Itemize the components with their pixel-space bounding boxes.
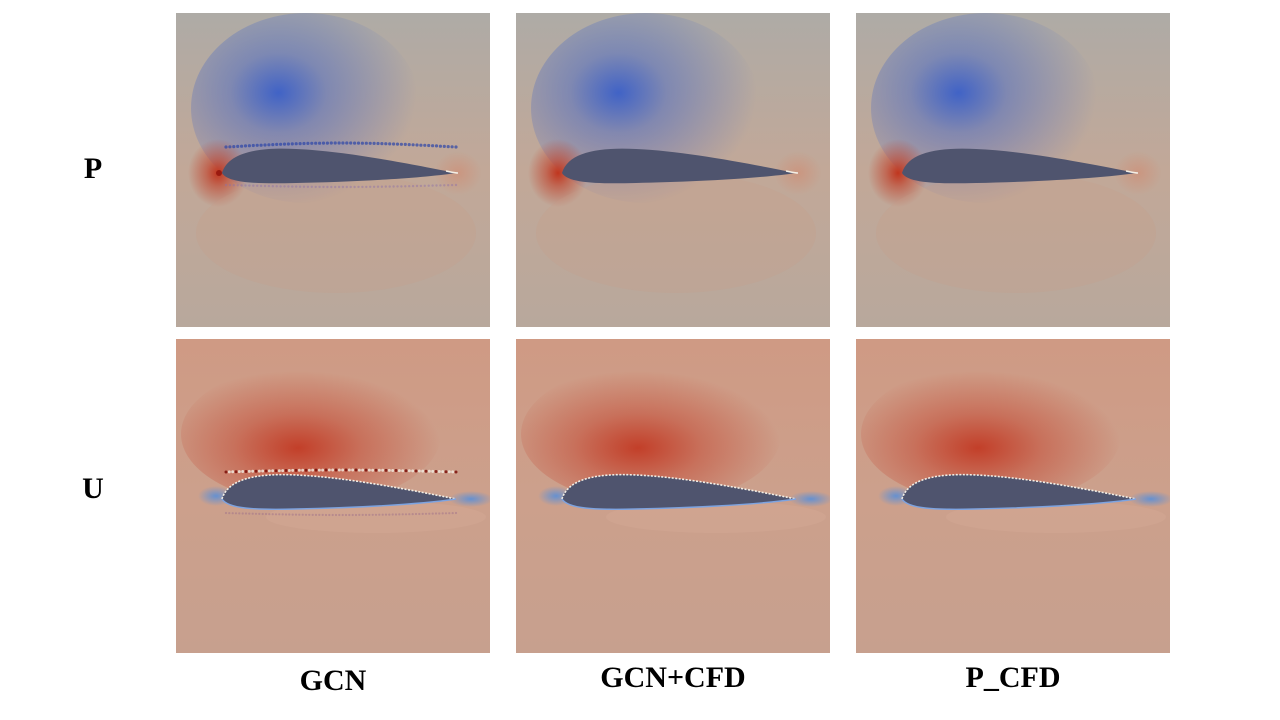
col-label-p-cfd: P_CFD bbox=[965, 661, 1061, 694]
pressure-field-plot bbox=[176, 13, 490, 327]
panel-pressure-p-cfd bbox=[856, 13, 1170, 327]
panel-velocity-gcn-cfd bbox=[516, 339, 830, 653]
panel-pressure-gcn-cfd bbox=[516, 13, 830, 327]
col-label-gcn-cfd: GCN+CFD bbox=[600, 661, 746, 694]
velocity-field-plot bbox=[176, 339, 490, 653]
panel-velocity-gcn bbox=[176, 339, 490, 653]
pressure-field-plot bbox=[516, 13, 830, 327]
panel-velocity-p-cfd bbox=[856, 339, 1170, 653]
velocity-field-plot bbox=[856, 339, 1170, 653]
panel-pressure-gcn bbox=[176, 13, 490, 327]
col-label-gcn: GCN bbox=[299, 664, 367, 697]
pressure-field-plot bbox=[856, 13, 1170, 327]
velocity-field-plot bbox=[516, 339, 830, 653]
row-label-pressure: P bbox=[83, 152, 103, 185]
row-label-velocity: U bbox=[82, 472, 104, 505]
